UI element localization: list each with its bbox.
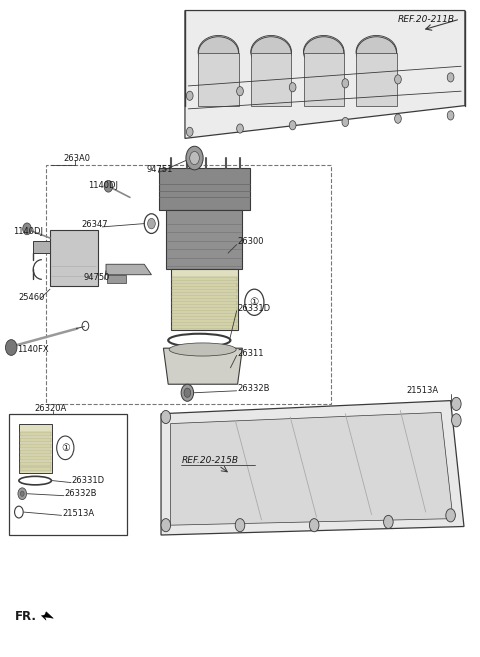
- Bar: [107, 275, 126, 283]
- Text: 26311: 26311: [238, 349, 264, 358]
- Circle shape: [342, 79, 348, 88]
- Text: 26320A: 26320A: [34, 404, 66, 413]
- Bar: [166, 210, 242, 269]
- Bar: [171, 319, 237, 323]
- Text: 94751: 94751: [147, 166, 173, 174]
- Text: 94750: 94750: [83, 273, 109, 282]
- Circle shape: [18, 487, 26, 499]
- Text: REF.20-215B: REF.20-215B: [181, 457, 239, 465]
- Circle shape: [23, 223, 31, 235]
- Bar: [171, 301, 237, 305]
- Circle shape: [181, 384, 193, 401]
- Text: 21513A: 21513A: [407, 386, 439, 396]
- Bar: [171, 289, 237, 293]
- Bar: [171, 283, 237, 287]
- Bar: [20, 432, 51, 436]
- Circle shape: [237, 87, 243, 96]
- Circle shape: [342, 118, 348, 127]
- Text: 26332B: 26332B: [64, 489, 97, 498]
- Text: 1140FX: 1140FX: [17, 345, 49, 354]
- Circle shape: [184, 388, 191, 397]
- Circle shape: [237, 124, 243, 133]
- Bar: [158, 168, 250, 210]
- Bar: [20, 450, 51, 454]
- Circle shape: [5, 340, 17, 355]
- Polygon shape: [106, 264, 152, 275]
- Bar: [171, 325, 237, 328]
- Circle shape: [289, 121, 296, 130]
- Text: 26331D: 26331D: [238, 304, 271, 313]
- Text: 1140DJ: 1140DJ: [12, 227, 43, 236]
- Text: 1140DJ: 1140DJ: [88, 181, 118, 190]
- Circle shape: [161, 518, 170, 532]
- Bar: [251, 53, 291, 106]
- Bar: [46, 165, 331, 404]
- Bar: [20, 444, 51, 448]
- Text: 26332B: 26332B: [238, 384, 270, 394]
- Circle shape: [186, 127, 193, 137]
- Bar: [50, 230, 98, 286]
- Text: ①: ①: [61, 443, 70, 453]
- Text: FR.: FR.: [15, 610, 37, 623]
- Circle shape: [148, 218, 156, 229]
- Bar: [9, 414, 127, 535]
- Circle shape: [310, 518, 319, 532]
- Bar: [171, 313, 237, 317]
- Circle shape: [447, 111, 454, 120]
- Bar: [171, 307, 237, 311]
- Bar: [198, 53, 239, 106]
- Circle shape: [161, 411, 170, 424]
- Circle shape: [452, 397, 461, 411]
- Bar: [20, 438, 51, 442]
- Circle shape: [395, 114, 401, 124]
- Circle shape: [235, 518, 245, 532]
- Bar: [20, 462, 51, 466]
- Circle shape: [186, 147, 203, 170]
- Text: 26300: 26300: [238, 237, 264, 246]
- Circle shape: [190, 152, 199, 165]
- Circle shape: [20, 491, 24, 496]
- Text: 25460: 25460: [18, 292, 45, 302]
- Bar: [356, 53, 396, 106]
- Text: 26347: 26347: [81, 220, 108, 229]
- Circle shape: [384, 515, 393, 528]
- Text: REF.20-211B: REF.20-211B: [398, 14, 455, 24]
- Polygon shape: [185, 11, 465, 139]
- Polygon shape: [161, 401, 464, 535]
- Circle shape: [452, 414, 461, 427]
- Polygon shape: [170, 413, 453, 525]
- Bar: [170, 269, 238, 330]
- Text: 263A0: 263A0: [63, 154, 90, 162]
- Circle shape: [289, 83, 296, 92]
- Polygon shape: [163, 348, 242, 384]
- Ellipse shape: [303, 35, 344, 68]
- Ellipse shape: [356, 35, 397, 68]
- Bar: [20, 456, 51, 460]
- Bar: [304, 53, 344, 106]
- Ellipse shape: [251, 35, 291, 68]
- Text: ①: ①: [250, 297, 259, 307]
- Bar: [171, 295, 237, 299]
- Circle shape: [104, 180, 113, 192]
- Circle shape: [186, 91, 193, 101]
- Text: 26331D: 26331D: [72, 476, 105, 485]
- Bar: [19, 424, 52, 473]
- Circle shape: [447, 73, 454, 82]
- Text: 21513A: 21513A: [62, 509, 94, 518]
- Circle shape: [395, 75, 401, 84]
- Bar: [20, 468, 51, 472]
- Polygon shape: [41, 612, 53, 620]
- Ellipse shape: [169, 343, 236, 356]
- Bar: [171, 277, 237, 281]
- Ellipse shape: [198, 35, 239, 68]
- Bar: [33, 241, 50, 253]
- Circle shape: [446, 509, 456, 522]
